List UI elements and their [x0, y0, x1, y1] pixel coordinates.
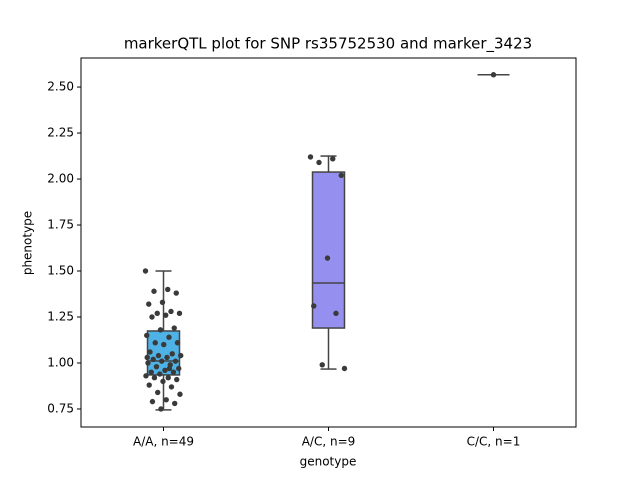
data-point: [161, 341, 167, 348]
data-point: [174, 376, 180, 383]
data-point: [333, 310, 339, 317]
data-point: [316, 159, 322, 166]
y-tick-label: 1.50: [47, 264, 74, 278]
data-point: [155, 389, 161, 396]
box: [311, 171, 346, 329]
data-point: [146, 382, 152, 388]
data-point: [149, 314, 155, 320]
y-tick-label: 2.50: [47, 80, 74, 94]
data-point: [159, 299, 166, 305]
data-point: [174, 340, 181, 346]
data-point: [168, 384, 175, 390]
data-point: [151, 288, 157, 294]
data-point: [152, 340, 158, 346]
data-point: [146, 301, 152, 307]
data-point: [158, 406, 164, 412]
y-tick-label: 2.25: [47, 126, 74, 140]
data-point: [176, 365, 182, 372]
y-tick-label: 1.25: [47, 309, 74, 323]
data-point: [157, 327, 164, 333]
data-point: [160, 378, 166, 385]
data-point: [176, 310, 183, 317]
data-point: [170, 369, 177, 375]
y-tick-label: 1.00: [47, 355, 74, 369]
chart-title: markerQTL plot for SNP rs35752530 and ma…: [124, 35, 532, 54]
x-tick-label: C/C, n=1: [467, 435, 521, 449]
data-point: [173, 290, 179, 296]
data-point: [166, 365, 173, 372]
data-point: [163, 312, 169, 318]
data-point: [166, 334, 172, 340]
data-point: [155, 352, 162, 359]
y-tick-label: 0.75: [47, 401, 74, 415]
data-point: [168, 308, 174, 315]
data-point: [153, 363, 160, 370]
data-point: [490, 72, 497, 78]
data-point: [162, 367, 168, 374]
data-point: [142, 268, 149, 274]
data-point: [148, 369, 154, 375]
data-point: [319, 362, 325, 368]
data-point: [338, 172, 344, 179]
data-point: [172, 400, 178, 407]
data-point: [330, 156, 336, 162]
y-tick-label: 1.75: [47, 218, 74, 232]
data-point: [165, 286, 171, 293]
data-point: [157, 371, 163, 377]
data-point: [163, 397, 169, 403]
data-point: [165, 375, 171, 381]
data-point: [172, 358, 179, 364]
data-point: [149, 398, 156, 405]
data-point: [324, 255, 331, 261]
data-point: [177, 391, 183, 397]
data-point: [164, 354, 170, 361]
data-point: [145, 360, 151, 366]
data-point: [144, 332, 150, 339]
y-axis-label: phenotype: [21, 211, 35, 275]
data-point: [178, 352, 184, 359]
data-point: [143, 373, 149, 379]
y-tick-label: 2.00: [47, 172, 74, 186]
data-point: [169, 351, 175, 357]
data-point: [151, 375, 158, 381]
data-point: [307, 154, 314, 160]
data-point: [150, 356, 156, 363]
data-point: [144, 354, 150, 361]
data-point: [171, 325, 177, 331]
data-point: [147, 349, 153, 355]
data-point: [311, 303, 317, 309]
x-tick-label: A/A, n=49: [133, 435, 194, 449]
data-point: [341, 365, 348, 372]
x-tick-label: A/C, n=9: [302, 435, 356, 449]
data-point: [154, 310, 160, 317]
x-axis-label: genotype: [300, 455, 357, 469]
data-point: [159, 358, 165, 364]
